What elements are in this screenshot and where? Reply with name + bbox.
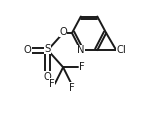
Text: Cl: Cl <box>116 45 126 55</box>
Text: O: O <box>44 72 52 82</box>
Text: N: N <box>77 45 85 55</box>
Text: S: S <box>45 44 51 54</box>
Text: O: O <box>24 45 32 55</box>
Text: F: F <box>69 83 74 93</box>
Text: F: F <box>49 79 55 89</box>
Text: O: O <box>59 27 67 37</box>
Text: F: F <box>79 62 85 72</box>
